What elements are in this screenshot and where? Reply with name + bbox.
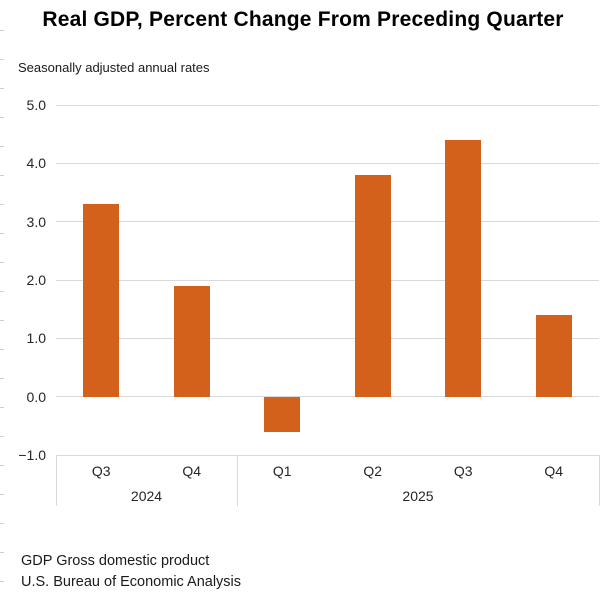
- y-axis-label-−1.0: −1.0: [18, 447, 46, 463]
- category-axis-divider-1: [236, 455, 238, 506]
- footnote-source-agency: U.S. Bureau of Economic Analysis: [21, 574, 242, 590]
- y-axis-label-4.0: 4.0: [26, 155, 46, 172]
- category-axis-divider-0: [55, 455, 57, 506]
- bar-Q3-2024: [83, 204, 120, 397]
- bar-Q4-2024: [173, 285, 210, 397]
- gridline-y-−1.0: [56, 454, 599, 456]
- y-axis-label-2.0: 2.0: [26, 272, 46, 288]
- chart-footnotes: GDP Gross domestic product U.S. Bureau o…: [21, 551, 241, 593]
- x-axis-quarter-label-1: Q4: [182, 463, 202, 479]
- bar-Q3-2025: [445, 140, 482, 397]
- y-axis-label-0.0: 0.0: [26, 388, 46, 405]
- x-axis-year-label-2025: 2025: [402, 488, 434, 504]
- y-axis-label-3.0: 3.0: [26, 213, 46, 230]
- x-axis-quarter-label-5: Q4: [544, 463, 564, 479]
- chart-title: Real GDP, Percent Change From Preceding …: [42, 8, 564, 31]
- x-axis-quarter-label-0: Q3: [91, 463, 111, 479]
- y-axis-label-5.0: 5.0: [26, 97, 46, 113]
- bar-Q1-2025: [264, 396, 301, 432]
- gridline-y-0.0: [56, 396, 599, 398]
- gridline-y-1.0: [56, 337, 599, 339]
- category-axis-divider-2: [598, 455, 600, 506]
- x-axis-quarter-label-3: Q2: [363, 463, 383, 479]
- gridline-y-3.0: [56, 221, 599, 223]
- x-axis-year-label-2024: 2024: [130, 488, 163, 504]
- gridline-y-5.0: [56, 104, 599, 106]
- sheet-gridline-stubs: [0, 2, 4, 596]
- x-axis-quarter-label-2: Q1: [272, 463, 292, 479]
- y-axis-label-1.0: 1.0: [26, 330, 46, 347]
- chart-subtitle: Seasonally adjusted annual rates: [18, 60, 210, 75]
- gridline-y-2.0: [56, 279, 599, 281]
- footnote-gdp-definition: GDP Gross domestic product: [21, 553, 210, 569]
- bar-Q2-2025: [354, 175, 391, 397]
- gridline-y-4.0: [56, 162, 599, 164]
- bar-Q4-2025: [535, 315, 572, 397]
- x-axis-quarter-label-4: Q3: [453, 463, 473, 479]
